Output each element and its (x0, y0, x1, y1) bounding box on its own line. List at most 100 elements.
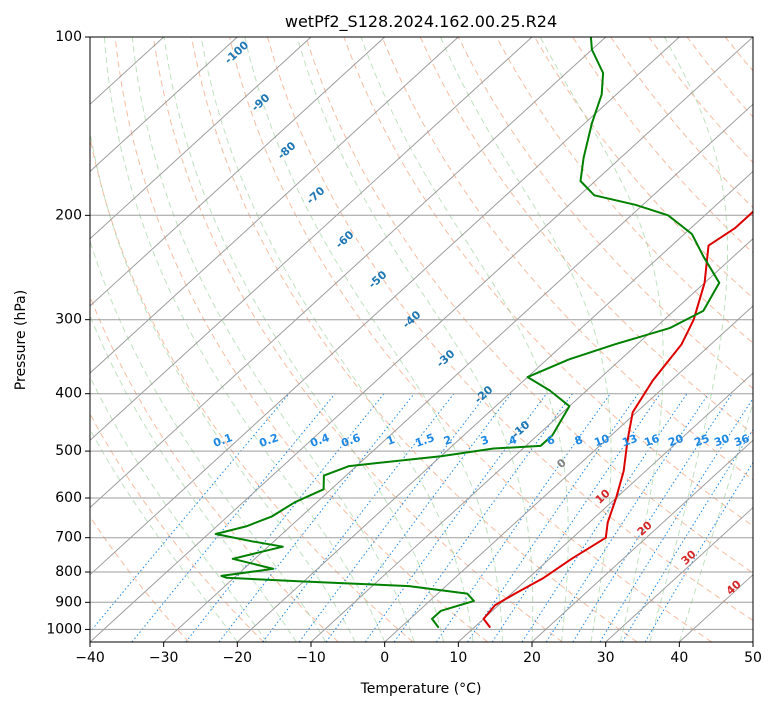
isotherm-line (90, 37, 680, 576)
dry-adiabat (763, 37, 775, 642)
y-tick-label: 800 (55, 564, 82, 580)
isotherm-label: 40 (724, 577, 744, 597)
y-tick-label: 600 (55, 490, 82, 506)
mixing-ratio-label: 1 (385, 433, 397, 448)
x-tick-label: −40 (75, 650, 105, 666)
mixing-ratio-label: 6 (545, 433, 557, 448)
isotherm-label: -60 (333, 228, 357, 251)
mixing-ratio-label: 3 (479, 433, 491, 448)
mixing-ratio-line (599, 397, 753, 642)
isotherm-label: -70 (304, 184, 328, 207)
mixing-ratio-label: 0.1 (211, 431, 234, 450)
mixing-ratio-label: 0.6 (339, 431, 362, 450)
mixing-ratio-line (545, 393, 709, 642)
x-tick-label: 40 (670, 650, 688, 666)
mixing-ratio-line (185, 393, 385, 642)
mixing-ratio-label: 20 (666, 432, 685, 450)
isotherm-line (90, 37, 607, 509)
mixing-ratio-label: 36 (732, 432, 751, 450)
plot-frame (89, 36, 754, 643)
mixing-ratio-label: 8 (573, 433, 585, 448)
dry-adiabat (343, 37, 753, 527)
moist-adiabat (131, 37, 415, 642)
x-tick-label: −10 (296, 650, 326, 666)
mixing-ratio-label: 4 (507, 433, 519, 448)
isotherm-line (384, 305, 753, 642)
dry-adiabat (114, 37, 488, 642)
dry-adiabat (495, 37, 753, 344)
mixing-ratio-line (364, 393, 547, 642)
isotherm-line (531, 439, 753, 642)
moist-adiabat (163, 37, 445, 642)
mixing-ratio-line (621, 428, 753, 642)
mixing-ratio-line (467, 393, 639, 642)
isotherm-label: 30 (679, 547, 699, 567)
isotherm-label: -80 (275, 139, 299, 162)
moist-adiabat (244, 37, 503, 642)
mixing-ratio-line (393, 393, 573, 642)
isotherm-line (163, 103, 753, 642)
isotherm-line (90, 37, 459, 374)
isotherm-label: 0 (554, 456, 569, 471)
moist-adiabat (678, 401, 753, 642)
dry-adiabat (90, 412, 264, 642)
y-tick-label: 300 (55, 312, 82, 328)
x-tick-label: 30 (597, 650, 615, 666)
y-tick-label: 400 (55, 386, 82, 402)
dry-adiabat (419, 37, 753, 435)
x-tick-label: 0 (380, 650, 389, 666)
dry-adiabat (90, 295, 339, 642)
mixing-ratio-line (131, 393, 336, 642)
moist-adiabat (360, 37, 569, 642)
dry-adiabat (152, 37, 563, 642)
moist-adiabat (103, 37, 386, 642)
x-axis-label: Temperature (°C) (360, 681, 482, 697)
mixing-ratio-line (491, 393, 661, 642)
mixing-ratio-line (218, 393, 415, 642)
moist-adiabat (90, 129, 356, 642)
mixing-ratio-label: 0.2 (257, 431, 280, 450)
isotherm-line (90, 37, 238, 173)
y-tick-label: 100 (55, 29, 82, 45)
moist-adiabat (90, 428, 238, 642)
y-tick-label: 500 (55, 443, 82, 459)
isotherm-label: -100 (222, 38, 251, 66)
mixing-ratio-label: 16 (642, 432, 661, 450)
isotherm-label: -50 (366, 268, 390, 291)
mixing-ratio-line (644, 461, 753, 642)
isotherm-label: -20 (472, 383, 496, 406)
dry-adiabat (190, 37, 638, 642)
isotherm-line (605, 506, 753, 642)
dry-adiabat (534, 37, 753, 299)
moist-adiabat (90, 375, 268, 642)
moist-adiabat (439, 37, 612, 642)
temperature-profile-line (482, 210, 753, 628)
mixing-ratio-line (90, 393, 290, 633)
x-tick-label: −30 (149, 650, 179, 666)
isotherm-line (752, 641, 753, 642)
x-tick-label: −20 (223, 650, 253, 666)
mixing-ratio-line (325, 393, 512, 642)
isotherm-label: 20 (635, 518, 655, 538)
isotherm-label: -30 (434, 347, 458, 370)
x-tick-label: 10 (449, 650, 467, 666)
dry-adiabat (90, 515, 190, 642)
dry-adiabat (724, 37, 753, 72)
y-tick-label: 700 (55, 530, 82, 546)
y-tick-label: 900 (55, 594, 82, 610)
isotherm-label: -90 (249, 91, 273, 114)
x-tick-label: 50 (744, 650, 762, 666)
moist-adiabat (296, 37, 534, 642)
isotherm-label: -40 (400, 308, 424, 331)
moist-adiabat (200, 37, 474, 642)
isotherm-line (90, 37, 312, 240)
dry-adiabat (305, 37, 753, 574)
mixing-ratio-line (521, 393, 688, 642)
isotherm-line (90, 37, 533, 442)
moist-adiabat (90, 239, 327, 642)
mixing-ratio-label: 1.5 (413, 431, 436, 450)
mixing-ratio-label: 13 (620, 432, 639, 449)
mixing-ratio-label: 30 (712, 432, 731, 450)
isotherm-line (90, 37, 386, 307)
dry-adiabat (90, 135, 414, 642)
